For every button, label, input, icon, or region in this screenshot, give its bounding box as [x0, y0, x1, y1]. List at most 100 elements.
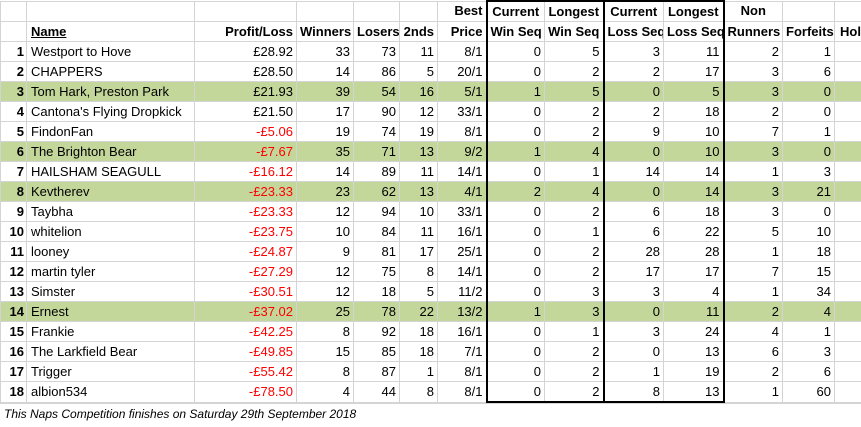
longest-win-seq-cell[interactable]: 2 — [545, 122, 604, 142]
best-price-cell[interactable]: 14/1 — [438, 262, 487, 282]
winners-cell[interactable]: 8 — [297, 322, 354, 342]
longest-win-seq-cell[interactable]: 2 — [545, 202, 604, 222]
current-win-seq-cell[interactable]: 0 — [487, 342, 545, 362]
holiday-cell[interactable]: 0 — [835, 42, 861, 62]
name-cell[interactable]: albion534 — [27, 382, 195, 403]
holiday-cell[interactable]: 13 — [835, 82, 861, 102]
header-losers[interactable]: Losers — [354, 22, 400, 42]
profit-loss-cell[interactable]: -£5.06 — [195, 122, 297, 142]
seconds-cell[interactable]: 11 — [400, 162, 438, 182]
current-loss-seq-cell[interactable]: 0 — [604, 342, 664, 362]
winners-cell[interactable]: 10 — [297, 222, 354, 242]
best-price-cell[interactable]: 9/2 — [438, 142, 487, 162]
seconds-cell[interactable]: 12 — [400, 102, 438, 122]
longest-win-seq-cell[interactable]: 5 — [545, 42, 604, 62]
current-loss-seq-cell[interactable]: 14 — [604, 162, 664, 182]
longest-loss-seq-cell[interactable]: 13 — [664, 342, 724, 362]
forfeits-cell[interactable]: 1 — [783, 42, 835, 62]
profit-loss-cell[interactable]: -£37.02 — [195, 302, 297, 322]
longest-win-seq-cell[interactable]: 5 — [545, 82, 604, 102]
current-win-seq-cell[interactable]: 0 — [487, 282, 545, 302]
winners-cell[interactable]: 19 — [297, 122, 354, 142]
seconds-cell[interactable]: 8 — [400, 382, 438, 403]
rank-cell[interactable]: 11 — [1, 242, 27, 262]
best-price-cell[interactable]: 8/1 — [438, 382, 487, 403]
seconds-cell[interactable]: 10 — [400, 202, 438, 222]
current-loss-seq-cell[interactable]: 17 — [604, 262, 664, 282]
longest-loss-seq-cell[interactable]: 18 — [664, 202, 724, 222]
forfeits-cell[interactable]: 6 — [783, 62, 835, 82]
current-win-seq-cell[interactable]: 0 — [487, 62, 545, 82]
name-cell[interactable]: The Brighton Bear — [27, 142, 195, 162]
winners-cell[interactable]: 14 — [297, 62, 354, 82]
non-runners-cell[interactable]: 2 — [724, 42, 783, 62]
rank-cell[interactable]: 17 — [1, 362, 27, 382]
longest-loss-seq-cell[interactable]: 10 — [664, 142, 724, 162]
name-cell[interactable]: Frankie — [27, 322, 195, 342]
forfeits-cell[interactable]: 18 — [783, 242, 835, 262]
name-cell[interactable]: looney — [27, 242, 195, 262]
header-longest-loss-seq[interactable]: Loss Seq — [664, 22, 724, 42]
winners-cell[interactable]: 17 — [297, 102, 354, 122]
forfeits-cell[interactable]: 1 — [783, 122, 835, 142]
holiday-cell[interactable]: 0 — [835, 342, 861, 362]
header-name[interactable]: Name — [27, 22, 195, 42]
longest-win-seq-cell[interactable]: 1 — [545, 162, 604, 182]
holiday-cell[interactable]: 44 — [835, 282, 861, 302]
rank-cell[interactable]: 13 — [1, 282, 27, 302]
profit-loss-cell[interactable]: -£78.50 — [195, 382, 297, 403]
winners-cell[interactable]: 12 — [297, 202, 354, 222]
best-price-cell[interactable]: 4/1 — [438, 182, 487, 202]
name-cell[interactable]: Cantona's Flying Dropkick — [27, 102, 195, 122]
best-price-cell[interactable]: 33/1 — [438, 102, 487, 122]
winners-cell[interactable]: 4 — [297, 382, 354, 403]
current-win-seq-cell[interactable]: 2 — [487, 182, 545, 202]
header-longest-win-seq[interactable]: Win Seq — [545, 22, 604, 42]
longest-win-seq-cell[interactable]: 4 — [545, 142, 604, 162]
holiday-cell[interactable]: 0 — [835, 202, 861, 222]
losers-cell[interactable]: 81 — [354, 242, 400, 262]
losers-cell[interactable]: 90 — [354, 102, 400, 122]
non-runners-cell[interactable]: 3 — [724, 82, 783, 102]
losers-cell[interactable]: 92 — [354, 322, 400, 342]
longest-loss-seq-cell[interactable]: 24 — [664, 322, 724, 342]
forfeits-cell[interactable]: 0 — [783, 202, 835, 222]
name-cell[interactable]: Trigger — [27, 362, 195, 382]
forfeits-cell[interactable]: 0 — [783, 82, 835, 102]
winners-cell[interactable]: 23 — [297, 182, 354, 202]
forfeits-cell[interactable]: 15 — [783, 262, 835, 282]
current-loss-seq-cell[interactable]: 6 — [604, 202, 664, 222]
header-holiday[interactable]: Holiday — [835, 22, 861, 42]
longest-win-seq-cell[interactable]: 2 — [545, 102, 604, 122]
current-win-seq-cell[interactable]: 0 — [487, 222, 545, 242]
forfeits-cell[interactable]: 6 — [783, 362, 835, 382]
current-win-seq-cell[interactable]: 0 — [487, 322, 545, 342]
longest-loss-seq-cell[interactable]: 13 — [664, 382, 724, 403]
seconds-cell[interactable]: 8 — [400, 262, 438, 282]
rank-cell[interactable]: 1 — [1, 42, 27, 62]
name-cell[interactable]: whitelion — [27, 222, 195, 242]
losers-cell[interactable]: 74 — [354, 122, 400, 142]
profit-loss-cell[interactable]: -£55.42 — [195, 362, 297, 382]
holiday-cell[interactable]: 0 — [835, 222, 861, 242]
forfeits-cell[interactable]: 60 — [783, 382, 835, 403]
seconds-cell[interactable]: 22 — [400, 302, 438, 322]
current-loss-seq-cell[interactable]: 0 — [604, 302, 664, 322]
winners-cell[interactable]: 35 — [297, 142, 354, 162]
seconds-cell[interactable]: 17 — [400, 242, 438, 262]
holiday-cell[interactable]: 2 — [835, 162, 861, 182]
profit-loss-cell[interactable]: -£7.67 — [195, 142, 297, 162]
current-loss-seq-cell[interactable]: 9 — [604, 122, 664, 142]
winners-cell[interactable]: 39 — [297, 82, 354, 102]
holiday-cell[interactable]: 0 — [835, 262, 861, 282]
header-current-win-seq[interactable]: Win Seq — [487, 22, 545, 42]
current-loss-seq-cell[interactable]: 28 — [604, 242, 664, 262]
